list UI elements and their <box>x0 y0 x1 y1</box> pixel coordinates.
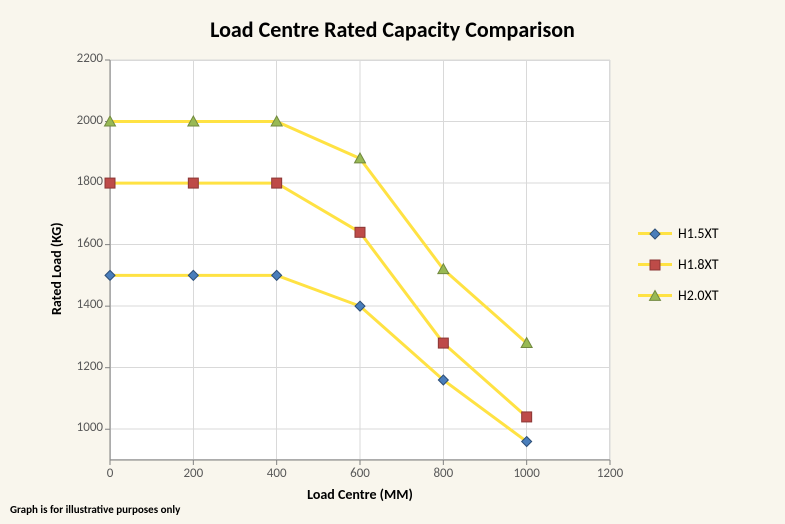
chart-frame: Load Centre Rated Capacity Comparison Ra… <box>0 0 785 524</box>
chart-title: Load Centre Rated Capacity Comparison <box>0 16 785 43</box>
legend-item-H1.8XT: H1.8XT <box>638 256 719 273</box>
legend-swatch <box>638 258 672 272</box>
y-tick-label: 1200 <box>58 359 103 374</box>
plot-area <box>110 60 610 460</box>
legend-item-H2.0XT: H2.0XT <box>638 287 719 304</box>
series-line-H1.5XT <box>110 275 527 441</box>
x-tick-label: 200 <box>168 466 218 481</box>
x-tick-label: 1200 <box>585 466 635 481</box>
y-tick-label: 2000 <box>58 113 103 128</box>
legend-label: H1.5XT <box>678 225 719 242</box>
series-line-H1.8XT <box>110 183 527 417</box>
x-tick-label: 1000 <box>502 466 552 481</box>
y-tick-label: 1400 <box>58 297 103 312</box>
y-tick-label: 2200 <box>58 51 103 66</box>
x-tick-label: 0 <box>85 466 135 481</box>
x-tick-label: 800 <box>418 466 468 481</box>
x-tick-label: 600 <box>335 466 385 481</box>
legend-swatch <box>638 289 672 303</box>
chart-footnote: Graph is for illustrative purposes only <box>10 503 180 516</box>
legend: H1.5XT H1.8XT H2.0XT <box>638 225 719 318</box>
series-line-H2.0XT <box>110 122 527 344</box>
x-tick-label: 400 <box>252 466 302 481</box>
plot-svg <box>110 60 610 460</box>
legend-label: H1.8XT <box>678 256 719 273</box>
x-axis-label: Load Centre (MM) <box>110 486 610 503</box>
legend-label: H2.0XT <box>678 287 719 304</box>
legend-item-H1.5XT: H1.5XT <box>638 225 719 242</box>
y-tick-label: 1600 <box>58 236 103 251</box>
y-tick-label: 1000 <box>58 420 103 435</box>
legend-swatch <box>638 227 672 241</box>
y-tick-label: 1800 <box>58 174 103 189</box>
